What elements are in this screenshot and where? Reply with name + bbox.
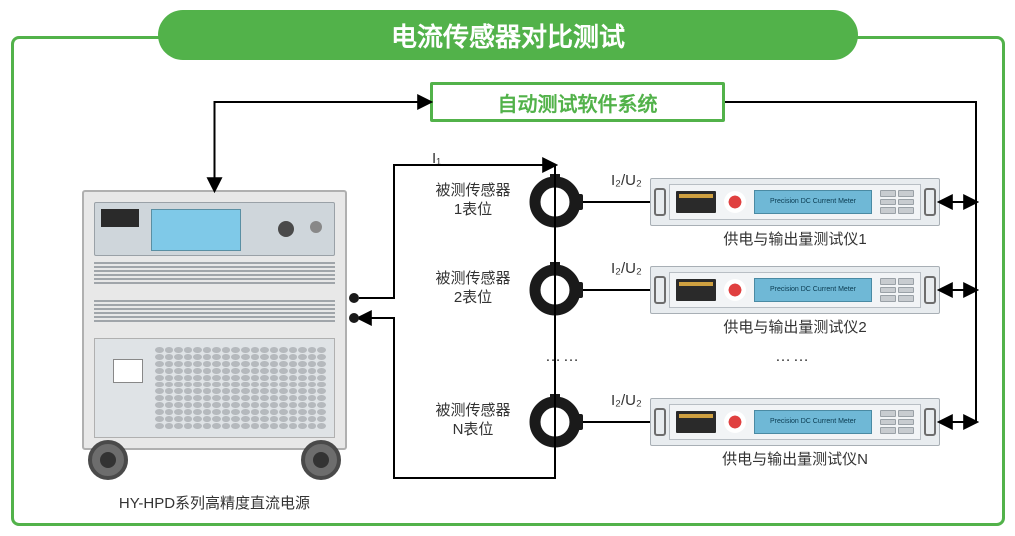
i1-label: I₁ — [432, 150, 441, 167]
sensor-label-0: 被测传感器1表位 — [418, 182, 528, 220]
iu-label-0: I₂/U₂ — [611, 172, 642, 189]
meter-label-2: 供电与输出量测试仪N — [650, 448, 940, 469]
dc-meter-2: Precision DC Current Meter — [650, 398, 940, 446]
current-sensor-1 — [527, 262, 583, 318]
current-sensor-2 — [527, 394, 583, 450]
power-supply-unit — [82, 190, 347, 450]
meter-label-0: 供电与输出量测试仪1 — [650, 228, 940, 249]
sensor-label-1: 被测传感器2表位 — [418, 270, 528, 308]
psu-port — [349, 293, 359, 303]
sensor-label-2: 被测传感器N表位 — [418, 402, 528, 440]
iu-label-2: I₂/U₂ — [611, 392, 642, 409]
meter-label-1: 供电与输出量测试仪2 — [650, 316, 940, 337]
psu-port — [349, 313, 359, 323]
ellipsis-meter: …… — [775, 348, 811, 366]
current-sensor-0 — [527, 174, 583, 230]
iu-label-1: I₂/U₂ — [611, 260, 642, 277]
dc-meter-1: Precision DC Current Meter — [650, 266, 940, 314]
software-system-box: 自动测试软件系统 — [430, 82, 725, 122]
ellipsis-sensor: …… — [545, 348, 581, 366]
psu-label: HY-HPD系列高精度直流电源 — [82, 492, 347, 513]
diagram-title: 电流传感器对比测试 — [158, 10, 858, 60]
dc-meter-0: Precision DC Current Meter — [650, 178, 940, 226]
